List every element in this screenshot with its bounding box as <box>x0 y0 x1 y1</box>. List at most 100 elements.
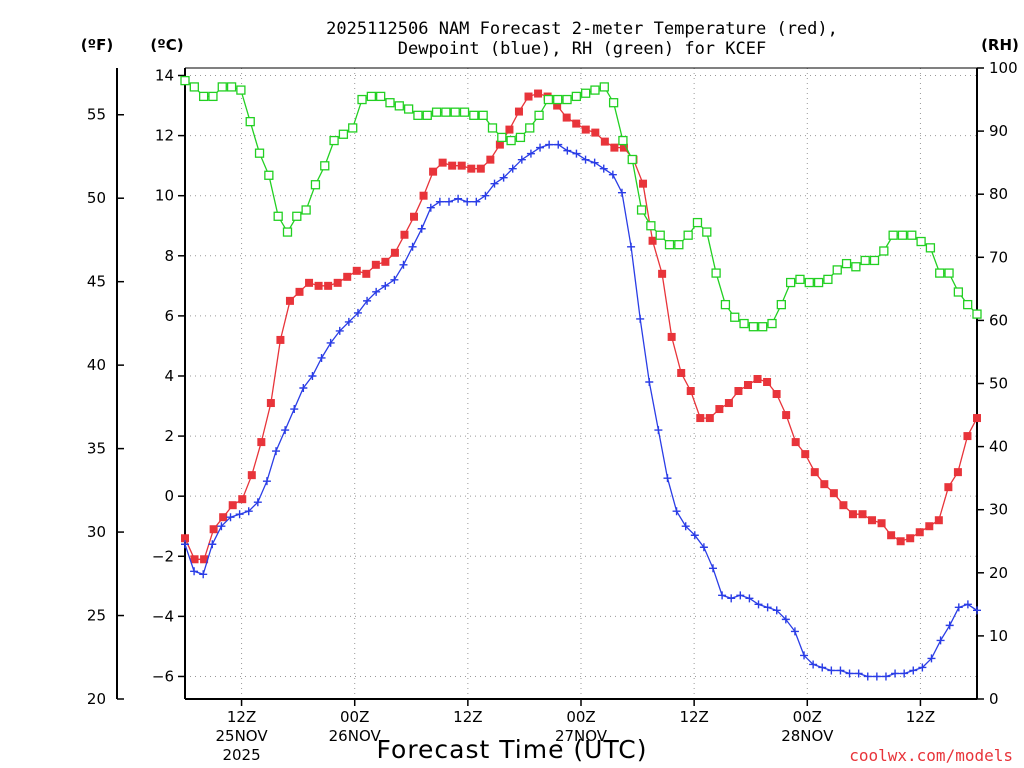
celsius-tick-label: −2 <box>152 547 174 565</box>
dewpoint-point <box>281 426 290 435</box>
rh-point <box>683 230 693 240</box>
dewpoint-point <box>909 666 918 675</box>
celsius-tick-label: 10 <box>155 187 174 205</box>
temperature-point <box>562 113 571 122</box>
temperature-point <box>343 272 352 281</box>
source-credit: coolwx.com/models <box>849 746 1013 765</box>
temperature-point <box>400 230 409 239</box>
rh-point <box>431 107 442 117</box>
dewpoint-point <box>690 531 699 540</box>
dewpoint-point <box>736 591 745 600</box>
dewpoint-point <box>426 203 435 212</box>
fahrenheit-tick-label: 20 <box>87 690 106 708</box>
rh-point <box>543 94 554 105</box>
rh-point <box>841 258 852 269</box>
axis-ticks: −6−4−20246810121420253035404550550102030… <box>87 59 1018 764</box>
temperature-point <box>371 260 380 269</box>
dewpoint-point <box>599 164 608 173</box>
rh-point <box>907 230 917 240</box>
rh-point <box>469 110 479 120</box>
dewpoint-point <box>663 474 672 483</box>
temperature-point <box>381 257 390 266</box>
temperature-point <box>820 480 829 489</box>
x-tick-label: 00Z <box>340 708 369 726</box>
dewpoint-point <box>881 672 890 681</box>
rh-point <box>320 161 330 171</box>
dewpoint-point <box>363 296 372 305</box>
rh-point <box>226 82 237 92</box>
temperature-point <box>677 368 686 377</box>
dewpoint-point <box>454 194 463 203</box>
rh-point <box>785 277 796 288</box>
dewpoint-point <box>353 308 362 317</box>
x-tick-label: 25NOV <box>216 727 269 745</box>
dewpoint-point <box>918 663 927 672</box>
temperature-point <box>868 516 877 525</box>
temperature-point <box>200 555 209 564</box>
x-tick-label: 28NOV <box>781 727 834 745</box>
rh-point <box>674 240 684 250</box>
rh-point <box>450 107 460 117</box>
grid-lines <box>185 68 977 699</box>
rh-point <box>189 82 199 92</box>
rh-point <box>888 230 898 240</box>
rh-point <box>804 277 814 288</box>
dewpoint-point <box>253 498 262 507</box>
dewpoint-point <box>836 666 845 675</box>
rh-tick-label: 70 <box>989 248 1008 266</box>
dewpoint-point <box>900 669 909 678</box>
dewpoint-point <box>335 326 344 335</box>
x-tick-label: 12Z <box>906 708 935 726</box>
fahrenheit-tick-label: 30 <box>87 523 106 541</box>
temperature-point <box>887 531 896 540</box>
rh-point <box>273 211 283 221</box>
dewpoint-point <box>208 540 217 549</box>
dewpoint-point <box>617 188 626 197</box>
temperature-point <box>238 495 247 504</box>
dewpoint-point <box>973 606 981 615</box>
rh-point <box>869 255 880 266</box>
temperature-point <box>896 537 905 546</box>
temperature-point <box>514 107 523 116</box>
rh-point <box>608 98 619 108</box>
rh-tick-label: 60 <box>989 311 1008 329</box>
dewpoint-point <box>936 636 945 645</box>
dewpoint-point <box>572 149 581 158</box>
dewpoint-point <box>244 507 253 516</box>
rh-point <box>441 107 451 117</box>
x-tick-label: 12Z <box>679 708 708 726</box>
rh-point <box>702 227 712 237</box>
temperature-point <box>467 164 476 173</box>
temperature-point <box>524 92 533 101</box>
dewpoint-point <box>963 600 972 609</box>
rh-tick-label: 40 <box>989 438 1008 456</box>
rh-unit-label: (RH) <box>981 36 1019 54</box>
temperature-point <box>257 438 266 447</box>
x-tick-label: 12Z <box>227 708 256 726</box>
temperature-point <box>772 390 781 399</box>
temperature-point <box>333 278 342 287</box>
dewpoint-point <box>809 660 818 669</box>
dewpoint-point <box>672 507 681 516</box>
dewpoint-point <box>390 275 399 284</box>
title-line-1: 2025112506 NAM Forecast 2-meter Temperat… <box>326 19 838 39</box>
rh-point <box>459 107 470 117</box>
rh-point <box>916 236 926 247</box>
rh-point <box>636 205 647 215</box>
rh-point <box>366 91 377 102</box>
rh-point <box>338 129 349 139</box>
rh-point <box>767 318 777 329</box>
dewpoint-point <box>181 540 189 549</box>
rh-point <box>879 246 889 256</box>
dewpoint-point <box>445 197 453 206</box>
temperature-point <box>362 269 371 278</box>
rh-point <box>357 94 367 105</box>
temperature-point <box>266 399 275 408</box>
dewpoint-point <box>499 173 508 182</box>
rh-tick-label: 80 <box>989 185 1008 203</box>
chart-title: 2025112506 NAM Forecast 2-meter Temperat… <box>326 19 838 59</box>
rh-point <box>329 135 339 146</box>
rh-point <box>245 116 255 127</box>
rh-tick-label: 30 <box>989 501 1008 519</box>
